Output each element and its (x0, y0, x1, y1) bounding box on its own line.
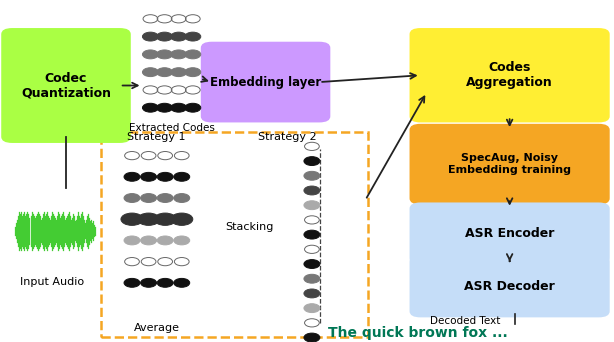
Circle shape (185, 50, 201, 59)
Circle shape (304, 260, 320, 268)
Circle shape (157, 172, 173, 181)
Circle shape (157, 194, 173, 202)
Circle shape (154, 213, 176, 225)
Circle shape (174, 172, 190, 181)
Circle shape (142, 50, 158, 59)
Circle shape (142, 32, 158, 41)
Circle shape (141, 236, 157, 245)
Circle shape (304, 201, 320, 210)
Text: Average: Average (134, 323, 179, 333)
Circle shape (304, 171, 320, 180)
Circle shape (304, 230, 320, 239)
Circle shape (157, 236, 173, 245)
Text: SpecAug, Noisy
Embedding training: SpecAug, Noisy Embedding training (448, 153, 571, 175)
Text: Strategy 2: Strategy 2 (258, 132, 317, 142)
Circle shape (174, 194, 190, 202)
Circle shape (142, 103, 158, 112)
Text: Codes
Aggregation: Codes Aggregation (466, 61, 553, 89)
Circle shape (124, 194, 140, 202)
Circle shape (171, 32, 187, 41)
Text: Input Audio: Input Audio (20, 277, 84, 287)
Circle shape (174, 236, 190, 245)
FancyBboxPatch shape (410, 255, 610, 317)
Circle shape (304, 304, 320, 313)
Text: Codec
Quantization: Codec Quantization (21, 71, 111, 100)
Circle shape (124, 236, 140, 245)
FancyBboxPatch shape (201, 42, 330, 122)
Circle shape (185, 32, 201, 41)
Circle shape (157, 103, 173, 112)
Circle shape (304, 333, 320, 342)
Circle shape (141, 278, 157, 287)
Circle shape (171, 103, 187, 112)
FancyBboxPatch shape (410, 28, 610, 122)
Circle shape (157, 278, 173, 287)
Circle shape (171, 68, 187, 77)
Circle shape (121, 213, 143, 225)
Circle shape (157, 50, 173, 59)
FancyBboxPatch shape (410, 202, 610, 264)
Circle shape (124, 278, 140, 287)
Text: ASR Decoder: ASR Decoder (464, 280, 555, 293)
Circle shape (304, 274, 320, 283)
Circle shape (185, 68, 201, 77)
FancyBboxPatch shape (1, 28, 131, 143)
Text: Embedding layer: Embedding layer (210, 76, 321, 89)
Circle shape (304, 289, 320, 298)
Text: Stacking: Stacking (225, 222, 273, 233)
Circle shape (174, 278, 190, 287)
Circle shape (171, 213, 193, 225)
Circle shape (185, 103, 201, 112)
Circle shape (141, 194, 157, 202)
Text: Strategy 1: Strategy 1 (127, 132, 186, 142)
Circle shape (138, 213, 160, 225)
Circle shape (157, 68, 173, 77)
Text: The quick brown fox ...: The quick brown fox ... (328, 326, 508, 340)
Circle shape (304, 186, 320, 195)
Text: Extracted Codes: Extracted Codes (129, 123, 215, 133)
Circle shape (141, 172, 157, 181)
Circle shape (304, 157, 320, 166)
Circle shape (157, 32, 173, 41)
Circle shape (124, 172, 140, 181)
Circle shape (171, 50, 187, 59)
Circle shape (142, 68, 158, 77)
Text: ASR Encoder: ASR Encoder (465, 227, 554, 240)
Text: Decoded Text: Decoded Text (430, 316, 500, 327)
FancyBboxPatch shape (410, 124, 610, 205)
